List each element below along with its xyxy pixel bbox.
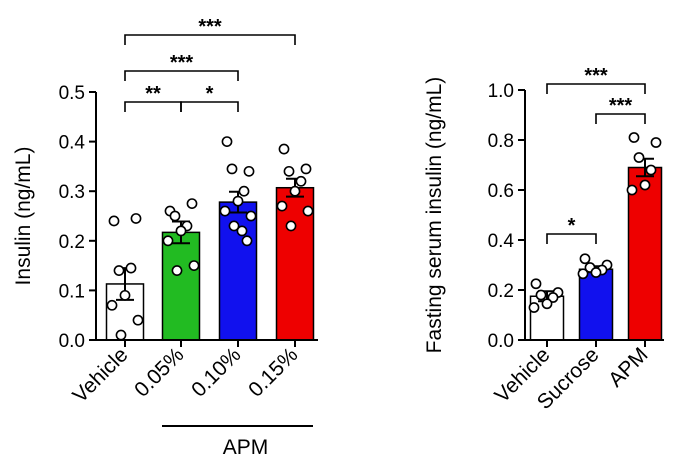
- group-label: APM: [223, 436, 269, 459]
- chart-insulin: 0.0 0.1 0.2 0.3 0.4 0.5 Vehicle0.05%0.10%0.15%…: [12, 16, 318, 459]
- data-point: [125, 262, 137, 274]
- data-point: [243, 165, 255, 177]
- data-point: [188, 260, 200, 271]
- data-point: [175, 225, 187, 237]
- data-point: [547, 292, 559, 303]
- bar-apm: [627, 166, 663, 341]
- x-tick-label: 0.15%: [244, 343, 302, 401]
- y-tick-label: 0.1: [59, 281, 85, 302]
- data-point: [633, 152, 645, 163]
- data-point: [106, 299, 118, 311]
- data-point: [590, 267, 602, 278]
- data-point: [115, 329, 127, 341]
- y-tick-label: 0.0: [488, 331, 514, 352]
- data-point: [219, 205, 231, 217]
- data-point: [221, 136, 233, 147]
- x-tick-label: APM: [604, 343, 652, 391]
- y-tick-label: 0.6: [488, 181, 514, 202]
- bar-sucrose: [578, 268, 614, 341]
- bar-0-05-: [161, 231, 201, 341]
- data-point: [238, 185, 250, 197]
- significance-bracket: [124, 70, 239, 81]
- significance-label: ***: [170, 52, 194, 74]
- y-tick-label: 0.8: [488, 131, 514, 152]
- data-point: [639, 179, 651, 191]
- y-tick-label: 0.2: [488, 281, 514, 302]
- significance-bracket: [124, 34, 296, 45]
- significance-bracket: [595, 113, 646, 124]
- data-point: [302, 205, 314, 217]
- data-point: [541, 298, 553, 310]
- data-point: [285, 220, 297, 232]
- data-point: [241, 235, 253, 247]
- data-point: [119, 289, 131, 301]
- y-tick-label: 0.4: [59, 133, 86, 154]
- data-point: [650, 137, 662, 148]
- x-tick-label: 0.10%: [187, 343, 245, 401]
- y-tick-label: 0.0: [59, 331, 85, 352]
- significance-label: ***: [609, 95, 633, 117]
- data-point: [113, 265, 125, 276]
- data-point: [528, 302, 540, 313]
- data-point: [645, 164, 657, 176]
- data-point: [108, 215, 120, 227]
- y-tick-label: 0.2: [59, 232, 85, 253]
- data-point: [245, 210, 257, 222]
- data-point: [278, 143, 290, 155]
- data-point: [132, 314, 144, 326]
- significance-bracket: [546, 83, 646, 94]
- significance-bracket: [180, 101, 239, 112]
- data-point: [169, 210, 181, 222]
- significance-label: ***: [198, 16, 222, 38]
- data-point: [228, 220, 240, 232]
- data-point: [276, 200, 288, 212]
- data-point: [626, 184, 638, 196]
- y-axis-label: Fasting serum insulin (ng/mL): [423, 77, 446, 354]
- y-tick-label: 1.0: [488, 81, 514, 102]
- y-tick-label: 0.5: [59, 83, 85, 104]
- x-tick-label: 0.05%: [130, 343, 188, 401]
- data-point: [130, 213, 142, 224]
- data-point: [530, 278, 542, 290]
- y-tick-label: 0.4: [488, 231, 515, 252]
- data-point: [535, 289, 547, 301]
- significance-label: ***: [584, 65, 608, 87]
- y-tick-label: 0.3: [59, 182, 85, 203]
- data-point: [226, 163, 238, 175]
- significance-label: **: [145, 83, 161, 105]
- significance-label: *: [568, 215, 576, 237]
- data-point: [283, 165, 295, 177]
- data-point: [579, 253, 591, 265]
- data-point: [232, 195, 244, 207]
- x-tick-label: Vehicle: [68, 343, 132, 407]
- data-point: [289, 185, 301, 197]
- data-point: [236, 225, 248, 237]
- significance-bracket: [546, 233, 597, 244]
- data-point: [295, 175, 307, 187]
- data-point: [577, 268, 589, 280]
- data-point: [162, 235, 174, 247]
- data-point: [300, 163, 312, 175]
- data-point: [186, 198, 198, 209]
- data-point: [628, 132, 640, 143]
- significance-label: *: [206, 83, 214, 105]
- y-axis-label: Insulin (ng/mL): [12, 147, 35, 286]
- data-point: [171, 265, 183, 276]
